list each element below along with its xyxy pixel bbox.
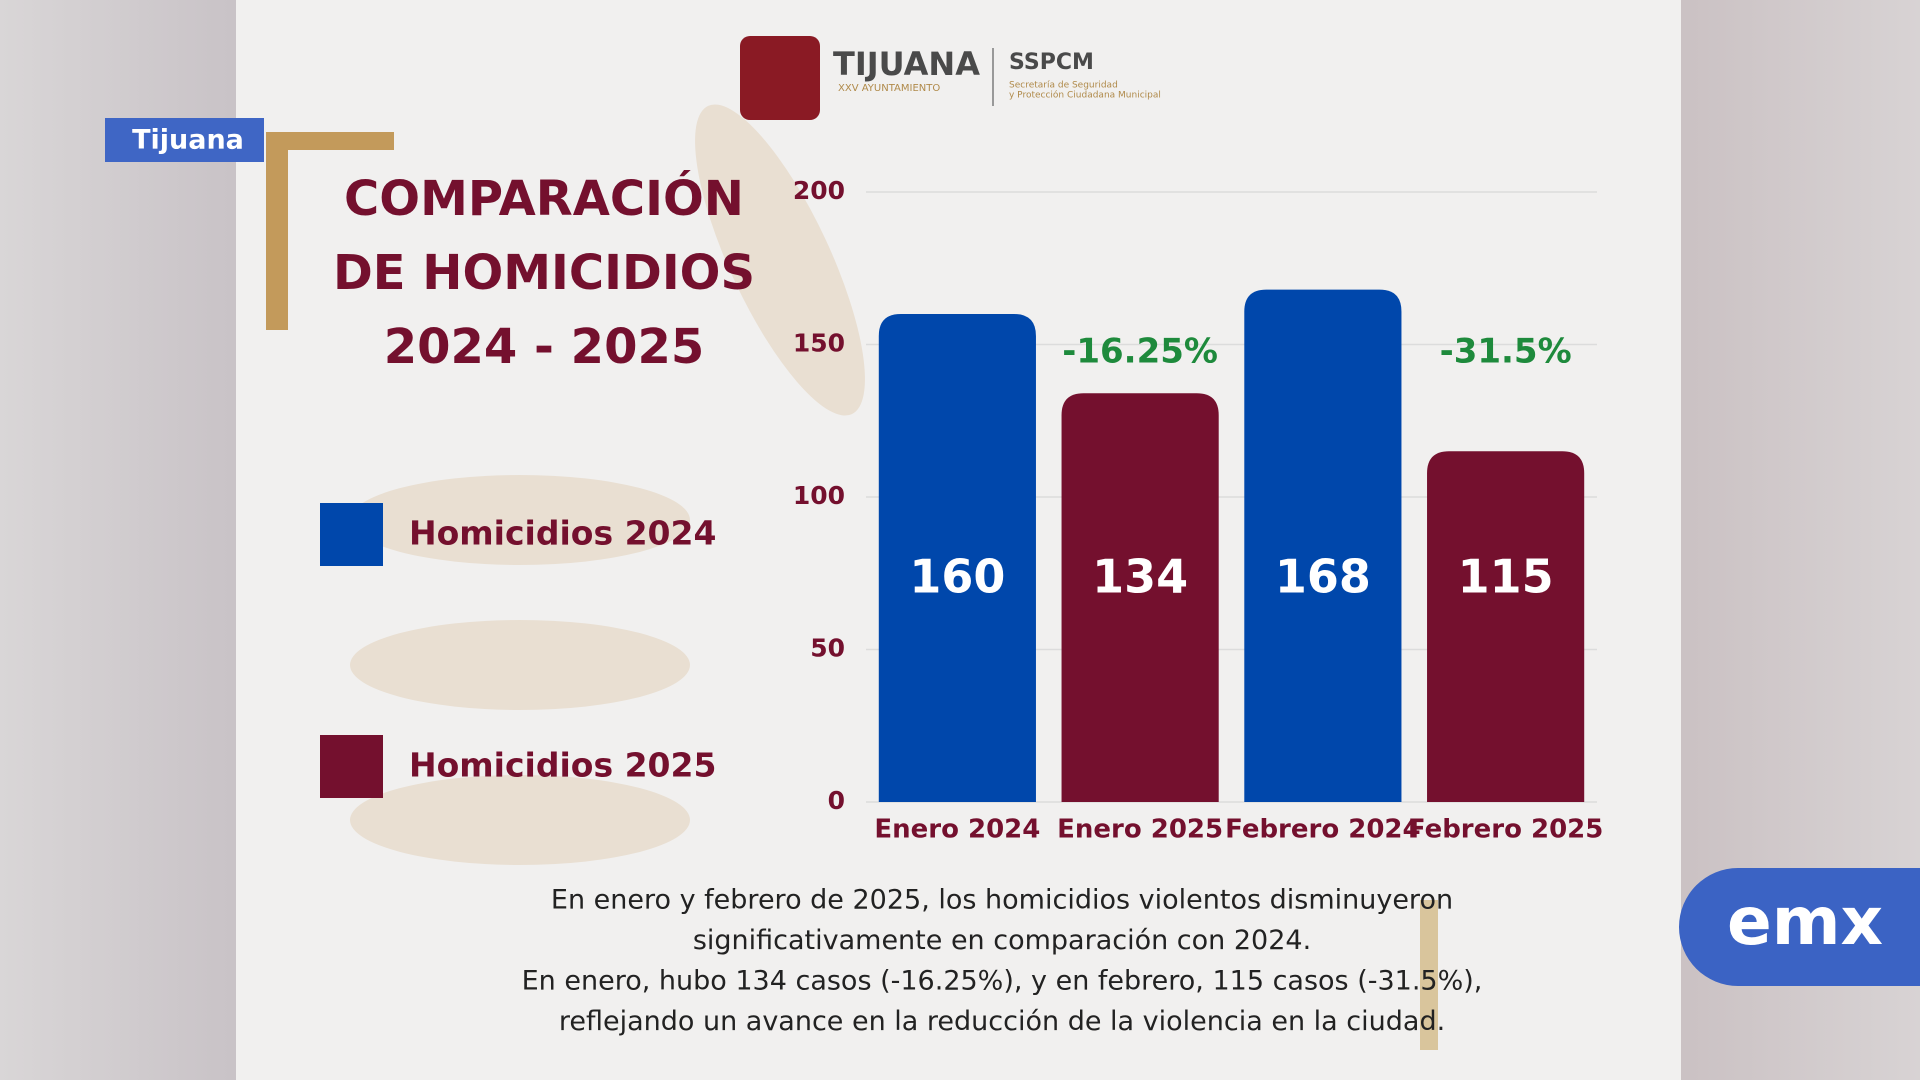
x-tick-label: Febrero 2024 xyxy=(1225,815,1421,845)
chart-title: 2024 - 2025 xyxy=(384,319,705,375)
y-tick-label: 200 xyxy=(793,176,845,205)
dept: SSPCM xyxy=(1009,50,1094,75)
value-label: 134 xyxy=(1092,550,1188,604)
x-tick-label: Enero 2025 xyxy=(1057,815,1223,845)
badge: emx xyxy=(1727,883,1883,960)
caption: En enero y febrero de 2025, los homicidi… xyxy=(551,885,1453,916)
brand-sub: XXV AYUNTAMIENTO xyxy=(838,83,940,94)
badge-bg xyxy=(1678,868,1920,986)
legend-swatch xyxy=(320,735,383,798)
logo xyxy=(740,36,820,120)
y-tick-label: 50 xyxy=(810,634,845,663)
tag-bg xyxy=(105,118,264,162)
x-tick-label: Enero 2024 xyxy=(874,815,1040,845)
legend-swatch xyxy=(320,503,383,566)
y-tick-label: 150 xyxy=(793,329,845,358)
dept-sub: y Protección Ciudadana Municipal xyxy=(1009,90,1161,101)
chart-title: COMPARACIÓN xyxy=(344,170,744,227)
annotation: -16.25% xyxy=(1062,332,1218,372)
brand: TIJUANA xyxy=(833,45,980,83)
value-label: 115 xyxy=(1458,550,1554,604)
caption: significativamente en comparación con 20… xyxy=(693,925,1311,956)
legend-label: Homicidios 2024 xyxy=(409,514,716,553)
decoration xyxy=(350,104,1438,1050)
bar xyxy=(1244,289,1402,803)
dept-sub: Secretaría de Seguridad xyxy=(1009,81,1118,91)
y-tick-label: 100 xyxy=(793,481,845,510)
x-tick-label: Febrero 2025 xyxy=(1408,815,1604,845)
chart-title: DE HOMICIDIOS xyxy=(333,245,755,301)
bar xyxy=(1427,451,1585,802)
annotation: -31.5% xyxy=(1440,332,1572,372)
y-tick-label: 0 xyxy=(828,786,845,815)
caption: reflejando un avance en la reducción de … xyxy=(559,1006,1445,1037)
bracket xyxy=(266,132,394,330)
value-label: 168 xyxy=(1275,550,1371,604)
bar xyxy=(1061,393,1219,802)
bar xyxy=(878,314,1036,802)
value-label: 160 xyxy=(909,550,1005,604)
legend-label: Homicidios 2025 xyxy=(409,746,716,785)
caption: En enero, hubo 134 casos (-16.25%), y en… xyxy=(522,966,1483,997)
tag: Tijuana xyxy=(132,125,244,156)
